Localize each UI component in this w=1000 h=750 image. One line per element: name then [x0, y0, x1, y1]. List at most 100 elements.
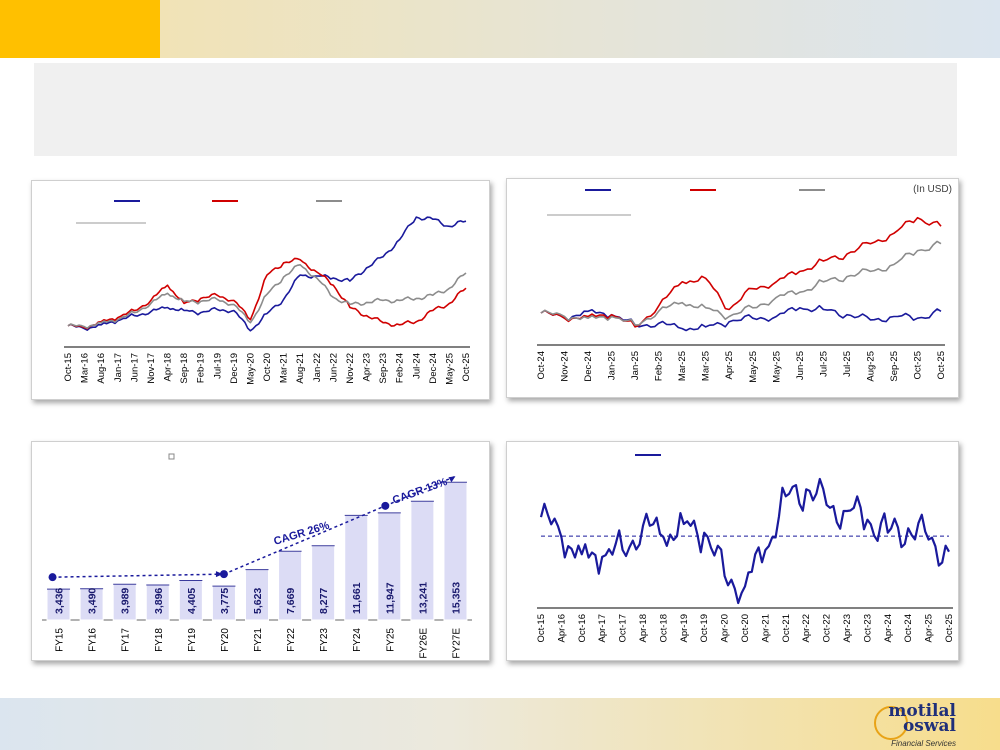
x-tick-label: Apr-22 [801, 614, 812, 643]
x-tick-label: Apr-18 [638, 614, 649, 643]
x-tick-label: Jul-25 [842, 351, 853, 377]
x-tick-label: Apr-24 [883, 614, 894, 643]
x-tick-label: Aug-21 [295, 353, 306, 384]
x-tick-label: Oct-25 [944, 614, 955, 643]
series-line-1 [67, 216, 467, 332]
logo-wordmark: motilal oswal [888, 701, 956, 736]
x-tick-label: May-20 [245, 353, 256, 385]
x-tick-label: FY16 [88, 628, 99, 652]
x-tick-label: Jun-25 [795, 351, 806, 380]
x-tick-label: Apr-20 [720, 614, 731, 643]
trend-point-3 [381, 501, 390, 510]
bar-value-label: 11,947 [384, 582, 396, 614]
bar-value-label: 5,623 [252, 588, 264, 614]
x-tick-label: Mar-25 [677, 351, 688, 381]
chart-panel-2: Oct-24 Nov-24 Dec-24 Jan-25 Jan-25 Feb-25 Mar-… [506, 178, 959, 398]
chart-panel-1: Oct-15 Mar-16 Aug-16 Jan-17 Jun-17 Nov-17 Apr-… [31, 180, 490, 400]
bar-value-label: 3,989 [120, 588, 132, 614]
trend-line-3 [385, 475, 456, 507]
trend-arrow-head-1 [215, 571, 223, 578]
x-tick-label: FY21 [253, 628, 264, 652]
chart-1-svg: Oct-15 Mar-16 Aug-16 Jan-17 Jun-17 Nov-17 Apr-… [63, 200, 472, 385]
bar-value-label: 3,896 [153, 588, 165, 614]
x-tick-label: Oct-15 [536, 614, 547, 643]
x-tick-label: Apr-19 [679, 614, 690, 643]
x-tick-label: Dec-19 [229, 353, 240, 384]
x-tick-label: Apr-25 [724, 351, 735, 380]
x-tick-label: Apr-18 [163, 353, 174, 382]
x-tick-label: Jan-22 [312, 353, 323, 382]
x-tick-label: Oct-23 [862, 614, 873, 643]
x-tick-label: Feb-24 [395, 353, 406, 383]
x-tick-label: Jul-19 [212, 353, 223, 379]
logo-tagline: Financial Services [891, 739, 956, 748]
x-tick-label: FY15 [55, 628, 66, 652]
x-tick-label: May-25 [771, 351, 782, 383]
x-tick-label: Apr-23 [362, 353, 373, 382]
x-tick-label: FY23 [319, 628, 330, 652]
trend-point-1 [48, 573, 57, 582]
bar-value-label: 8,277 [318, 588, 330, 614]
x-tick-label: Apr-23 [842, 614, 853, 643]
x-tick-label: Mar-16 [80, 353, 91, 383]
trend-arrow-head-2 [448, 476, 456, 483]
header-band [160, 0, 1000, 58]
x-tick-label: Oct-25 [936, 351, 947, 380]
x-tick-label: Oct-24 [903, 614, 914, 643]
series-line-1 [539, 477, 950, 605]
x-tick-label: Oct-20 [262, 353, 273, 382]
bar-value-label: 11,661 [351, 582, 363, 614]
x-tick-label: Oct-18 [658, 614, 669, 643]
bar-value-label: 4,405 [186, 588, 198, 614]
chart-panel-3: 3,436 FY15 3,490 FY16 3,989 FY17 3,896 FY18 4,40… [31, 441, 490, 661]
x-tick-label: Aug-25 [865, 351, 876, 382]
chart-4-svg: Oct-15 Apr-16 Oct-16 Apr-17 Oct-17 Apr-18 Oct-… [536, 454, 955, 643]
cagr-label-1: CAGR 26% [272, 520, 331, 548]
logo-ring-icon [874, 706, 908, 740]
x-tick-label: May-25 [444, 353, 455, 385]
series-line-3 [540, 240, 942, 326]
x-tick-label: Oct-25 [461, 353, 472, 382]
x-tick-label: Apr-21 [760, 614, 771, 643]
x-tick-label: Nov-24 [560, 351, 571, 382]
x-tick-label: Jan-17 [113, 353, 124, 382]
bar-value-label: 15,353 [450, 582, 462, 614]
x-tick-label: Nov-17 [146, 353, 157, 384]
series-line-2 [67, 257, 467, 330]
x-tick-label: Oct-22 [822, 614, 833, 643]
x-tick-label: Jun-17 [129, 353, 140, 382]
bar-value-label: 3,490 [87, 588, 99, 614]
footer-band [0, 698, 1000, 750]
bar-value-label: 3,775 [219, 588, 231, 614]
x-tick-label: Feb-25 [654, 351, 665, 381]
x-tick-label: Dec-24 [583, 351, 594, 382]
bar-value-label: 13,241 [417, 582, 429, 614]
x-tick-label: FY18 [154, 628, 165, 652]
summary-text-box [34, 63, 957, 156]
x-tick-label: Oct-19 [699, 614, 710, 643]
bar-value-label: 7,669 [285, 588, 297, 614]
x-tick-label: Jul-24 [411, 353, 422, 379]
x-tick-label: FY26E [418, 628, 429, 659]
x-tick-label: Oct-21 [781, 614, 792, 643]
brand-logo: motilal oswal Financial Services [868, 701, 966, 748]
x-tick-label: Oct-17 [618, 614, 629, 643]
x-tick-label: Jan-25 [607, 351, 618, 380]
chart-3-svg: 3,436 FY15 3,490 FY16 3,989 FY17 3,896 FY18 4,40… [42, 453, 472, 659]
x-tick-label: Sep-25 [889, 351, 900, 382]
x-tick-label: Sep-23 [378, 353, 389, 384]
x-tick-label: Aug-16 [96, 353, 107, 384]
x-tick-label: FY20 [220, 628, 231, 652]
chart-panel-4: Oct-15 Apr-16 Oct-16 Apr-17 Oct-17 Apr-18 Oct-… [506, 441, 959, 661]
x-tick-label: Jul-25 [818, 351, 829, 377]
trend-line-1 [52, 573, 224, 578]
logo-line-1: motilal [888, 701, 956, 721]
x-tick-label: Apr-16 [556, 614, 567, 643]
trend-line-2 [223, 505, 386, 575]
logo-line-2: oswal [902, 716, 956, 736]
x-tick-label: May-25 [748, 351, 759, 383]
x-tick-label: FY22 [286, 628, 297, 652]
x-tick-label: FY27E [451, 628, 462, 659]
series-line-2 [540, 216, 942, 328]
x-tick-label: Nov-22 [345, 353, 356, 384]
